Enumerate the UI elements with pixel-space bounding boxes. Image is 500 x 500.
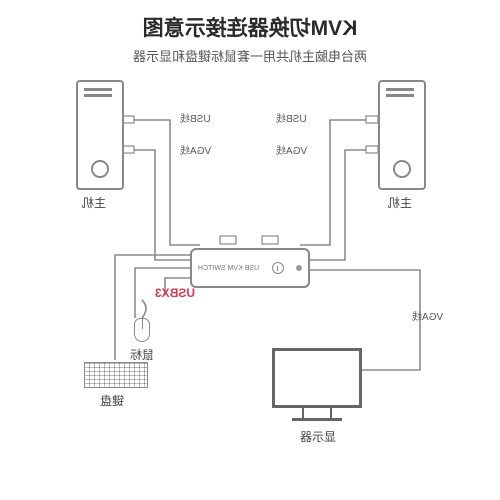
pc-tower-left (76, 80, 124, 190)
vga-label-top-left: VGA线 (180, 142, 211, 157)
page-title: KVM切换器连接示意图 (0, 0, 500, 42)
diagram-canvas: 主机 主机 USB线 VGA线 USB线 VGA线 USB KVM SWITCH… (0, 60, 500, 500)
monitor (272, 348, 362, 421)
mouse-label: 鼠标 (130, 346, 154, 363)
usbx3-label: USBX3 (155, 286, 195, 300)
mouse-icon (134, 318, 150, 342)
kvm-switch: USB KVM SWITCH (190, 248, 310, 288)
vga-label-top-right: VGA线 (276, 142, 307, 157)
pc-tower-left-label: 主机 (82, 194, 106, 211)
keyboard-icon (84, 362, 148, 388)
monitor-label: 显示器 (300, 428, 336, 445)
switch-text: USB KVM SWITCH (198, 265, 259, 272)
usb-label-top-right: USB线 (276, 110, 307, 125)
switch-knob-icon (272, 262, 284, 274)
vga-label-right: VGA线 (412, 308, 443, 323)
pc-tower-right (378, 80, 426, 190)
monitor-screen-icon (272, 348, 362, 408)
pc-tower-right-label: 主机 (388, 194, 412, 211)
usb-label-top-left: USB线 (180, 110, 211, 125)
keyboard-label: 键盘 (100, 392, 124, 409)
